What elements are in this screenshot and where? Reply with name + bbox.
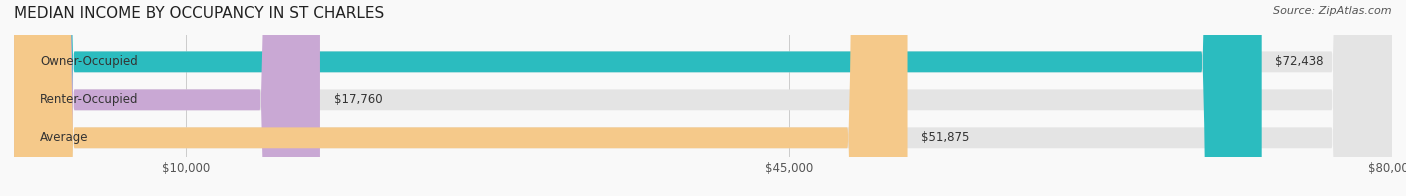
- FancyBboxPatch shape: [14, 0, 1261, 196]
- FancyBboxPatch shape: [14, 0, 1392, 196]
- Text: $51,875: $51,875: [921, 131, 970, 144]
- FancyBboxPatch shape: [14, 0, 1392, 196]
- FancyBboxPatch shape: [14, 0, 321, 196]
- Text: Source: ZipAtlas.com: Source: ZipAtlas.com: [1274, 6, 1392, 16]
- Text: Renter-Occupied: Renter-Occupied: [39, 93, 138, 106]
- FancyBboxPatch shape: [14, 0, 1392, 196]
- Text: MEDIAN INCOME BY OCCUPANCY IN ST CHARLES: MEDIAN INCOME BY OCCUPANCY IN ST CHARLES: [14, 6, 384, 21]
- Text: $72,438: $72,438: [1275, 55, 1324, 68]
- FancyBboxPatch shape: [14, 0, 907, 196]
- Text: $17,760: $17,760: [333, 93, 382, 106]
- Text: Owner-Occupied: Owner-Occupied: [39, 55, 138, 68]
- Text: Average: Average: [39, 131, 89, 144]
